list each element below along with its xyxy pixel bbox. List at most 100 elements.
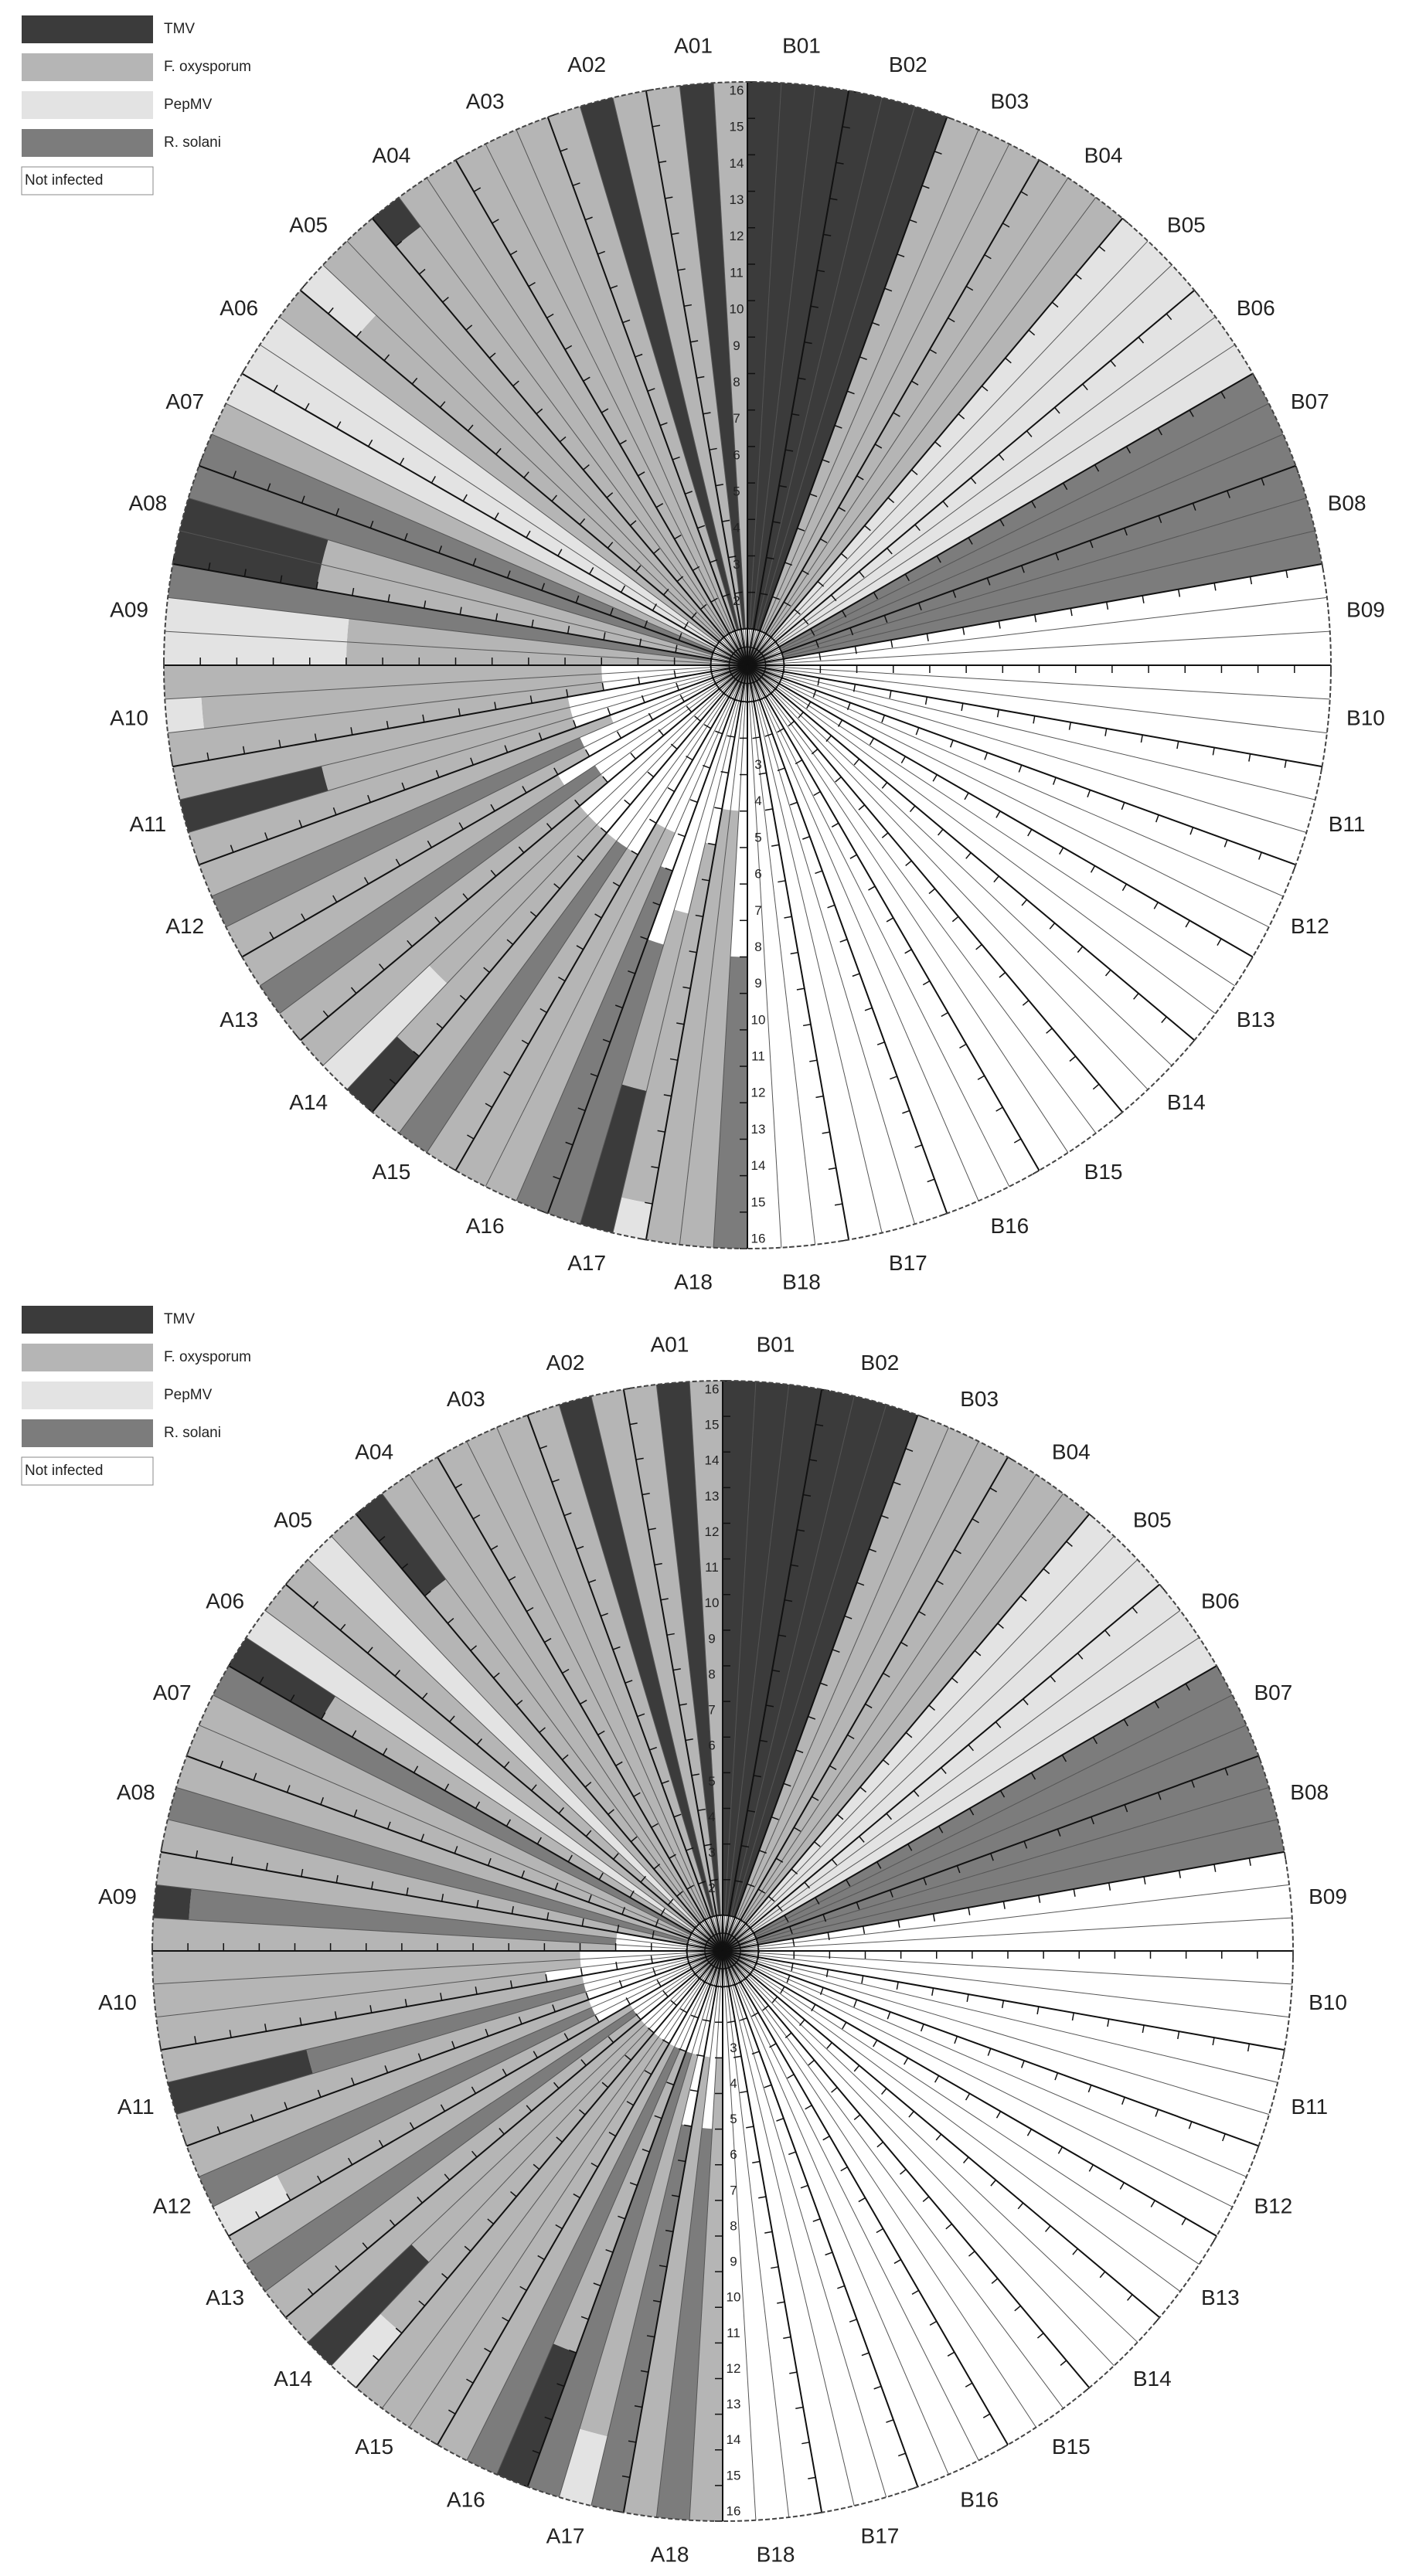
legend-swatch <box>22 1419 153 1447</box>
wedge-divider <box>322 664 748 1066</box>
wedge-divider <box>747 664 1149 1090</box>
radial-tick <box>810 305 819 308</box>
wedge-divider <box>346 240 748 666</box>
radial-tick <box>609 607 614 616</box>
infection-band <box>713 956 747 1249</box>
radial-tick <box>762 2005 769 2011</box>
radial-tick <box>635 1457 644 1460</box>
radial-tick <box>667 787 675 793</box>
sector-label: A01 <box>674 33 713 57</box>
radial-tick <box>628 2440 636 2443</box>
radial-tick <box>1284 760 1287 768</box>
radial-tick <box>409 2122 415 2130</box>
sector-label: B13 <box>1237 1008 1275 1031</box>
radial-tick <box>964 792 969 800</box>
wedge-divider <box>179 530 748 666</box>
radial-tick-label: 10 <box>727 2290 741 2305</box>
radial-tick <box>1001 2000 1005 2009</box>
radial-tick <box>1027 828 1033 837</box>
infection-band <box>748 1559 1160 1929</box>
infection-band <box>382 1474 703 1923</box>
radial-tick <box>771 1816 779 1820</box>
radial-tick <box>691 612 697 619</box>
radial-tick <box>802 617 809 625</box>
radial-tick <box>298 820 303 828</box>
radial-tick <box>647 771 655 778</box>
wedge-divider <box>722 1395 855 1952</box>
radial-tick <box>902 1110 910 1114</box>
radial-tick <box>451 2041 455 2049</box>
radial-tick <box>838 507 846 512</box>
radial-tick <box>854 646 857 654</box>
sector-label: A16 <box>447 2488 485 2512</box>
radial-tick <box>670 743 678 750</box>
radial-tick-label: 5 <box>730 2112 737 2126</box>
radial-tick <box>837 719 843 727</box>
infection-band <box>623 1384 719 1916</box>
radial-tick <box>383 354 390 362</box>
radial-tick <box>727 735 735 738</box>
infection-band <box>396 226 726 637</box>
radial-tick <box>859 1786 867 1793</box>
sector-label: B10 <box>1309 1990 1347 2014</box>
infection-band <box>778 345 1253 647</box>
radial-tick <box>467 1134 475 1140</box>
infection-band <box>155 1971 547 2051</box>
radial-tick <box>475 1986 478 1995</box>
infection-band <box>161 1819 689 1945</box>
radial-tick <box>629 1890 635 1898</box>
radial-tick <box>508 1576 516 1582</box>
radial-tick <box>1224 1768 1229 1776</box>
radial-tick <box>900 1641 908 1647</box>
radial-tick <box>810 628 815 636</box>
radial-tick <box>734 591 743 594</box>
radial-tick <box>1119 2182 1125 2190</box>
wedge-divider <box>409 1950 723 2428</box>
radial-tick-label: 10 <box>730 302 744 317</box>
radial-tick <box>315 581 318 590</box>
radial-tick <box>645 1201 653 1205</box>
sector-boundary <box>722 1755 1259 1952</box>
radial-tick-label: 16 <box>730 83 744 97</box>
radial-tick <box>858 804 866 811</box>
infection-band <box>346 1036 420 1113</box>
radial-tick <box>740 2090 748 2094</box>
radial-tick <box>539 1008 547 1014</box>
radial-tick <box>633 1792 641 1797</box>
infection-band <box>424 1579 702 1924</box>
radial-tick <box>434 916 441 924</box>
radial-tick <box>652 1931 655 1939</box>
radial-tick-label: 8 <box>708 1667 715 1681</box>
radial-tick <box>438 545 443 554</box>
radial-tick <box>470 1645 478 1651</box>
radial-tick <box>558 1806 564 1814</box>
wedge-divider <box>655 1384 723 1952</box>
radial-tick <box>861 2352 870 2357</box>
radial-tick <box>926 633 929 642</box>
radial-tick <box>588 1579 597 1583</box>
radial-tick <box>618 1980 623 1988</box>
radial-tick <box>660 1598 669 1601</box>
wedge-divider <box>722 1950 887 2498</box>
radial-tick <box>492 219 499 224</box>
radial-tick <box>776 2118 784 2122</box>
radial-tick-label: 7 <box>730 2183 737 2197</box>
wedge-divider <box>747 664 916 1225</box>
infection-band <box>165 697 204 733</box>
radial-tick <box>753 1775 762 1778</box>
radial-tick <box>420 1833 425 1842</box>
radial-tick <box>577 1107 586 1112</box>
radial-tick <box>968 537 973 545</box>
radial-tick <box>589 566 594 575</box>
wedge-divider <box>590 1395 723 1952</box>
infection-band <box>645 808 731 1245</box>
radial-tick <box>356 331 362 338</box>
radial-tick-label: 5 <box>733 484 740 499</box>
radial-tick-label: 4 <box>708 1810 715 1824</box>
radial-tick <box>476 1899 479 1908</box>
radial-tick <box>495 447 502 455</box>
radial-tick <box>676 1022 685 1025</box>
wedge-divider <box>409 1474 723 1952</box>
radial-tick <box>986 577 991 586</box>
infection-band <box>165 597 349 642</box>
